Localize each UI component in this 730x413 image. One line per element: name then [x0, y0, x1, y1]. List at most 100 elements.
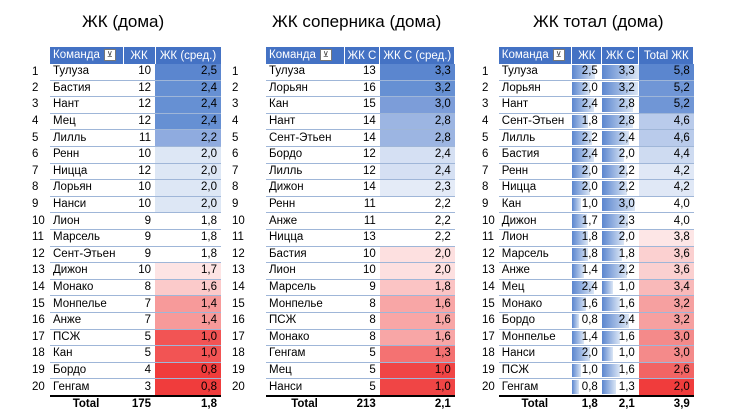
team-name: Тулуза — [498, 64, 572, 81]
team-name: Лорьян — [266, 80, 344, 98]
table-row: 3 Нант 2,4 2,8 5,2 — [480, 96, 694, 114]
team-header[interactable]: Команда ⊻ — [50, 47, 124, 64]
data-bar — [571, 363, 581, 378]
opp-yc-cell: 2,4 — [601, 129, 639, 147]
table-row: 13 Дижон 10 1,7 — [30, 262, 221, 280]
count-cell: 10 — [344, 262, 380, 280]
row-number: 6 — [30, 146, 50, 164]
column-header-opp-yc: ЖК С — [601, 47, 640, 64]
opp-yc-cell: 1,8 — [601, 246, 639, 264]
row-number: 11 — [230, 229, 266, 247]
opp-yc-cell-value: 2,4 — [618, 131, 635, 144]
total-yc-cell: 4,6 — [638, 129, 694, 147]
total-yc-cell: 4,2 — [638, 163, 694, 181]
table-row: 2 Лорьян 16 3,2 — [230, 80, 455, 98]
yc-cell-value: 2,4 — [581, 148, 598, 161]
total-spacer — [30, 395, 50, 413]
row-number: 9 — [230, 196, 266, 213]
table-row: 20 Генгам 3 0,8 — [30, 378, 221, 397]
team-name: Генгам — [498, 378, 572, 397]
column-header-total-yc: Total ЖК — [638, 47, 695, 64]
opp-yc-cell-value: 2,8 — [618, 98, 635, 111]
table-row: 4 Сент-Этьен 1,8 2,8 4,6 — [480, 113, 694, 131]
row-number: 14 — [230, 279, 266, 296]
count-cell: 14 — [344, 129, 380, 147]
count-cell: 13 — [344, 229, 380, 247]
opp-yc-cell-value: 1,6 — [618, 330, 635, 343]
table-row: 1 Тулуза 10 2,5 — [30, 64, 221, 81]
team-name: Нант — [498, 96, 572, 114]
data-bar — [571, 297, 587, 311]
team-header[interactable]: Команда ⊻ — [498, 47, 573, 64]
data-bar — [571, 81, 590, 96]
team-name: Лион — [50, 212, 123, 230]
total-a: 1,8 — [571, 394, 602, 413]
opp-yc-cell: 1,0 — [601, 279, 639, 297]
team-name: ПСЖ — [50, 329, 123, 347]
table-row: 7 Ренн 2,0 2,2 4,2 — [480, 163, 694, 181]
count-cell: 8 — [344, 295, 380, 313]
opp-yc-cell-value: 2,0 — [618, 231, 635, 244]
team-name: Лион — [266, 262, 344, 280]
row-number: 9 — [30, 196, 50, 213]
table-row: 17 Монако 8 1,6 — [230, 329, 455, 347]
filter-icon[interactable]: ⊻ — [552, 49, 565, 62]
opp-yc-cell-value: 2,8 — [618, 115, 635, 128]
filter-icon[interactable]: ⊻ — [103, 49, 116, 62]
opp-yc-cell: 1,6 — [601, 295, 639, 313]
total-b: 1,8 — [155, 394, 221, 413]
row-number: 1 — [480, 64, 499, 81]
table-row: 15 Монако 1,6 1,6 3,2 — [480, 295, 694, 313]
row-number: 7 — [30, 163, 50, 180]
table-row: 11 Ницца 13 2,2 — [230, 229, 455, 247]
team-name: Анже — [266, 212, 344, 230]
opp-yc-cell-value: 1,0 — [618, 281, 635, 294]
yc-cell: 2,5 — [571, 64, 602, 81]
table-row: 12 Бастия 10 2,0 — [230, 246, 455, 264]
table-row: 2 Лорьян 2,0 3,2 5,2 — [480, 80, 694, 98]
team-name: Анже — [498, 262, 572, 280]
team-name: Дижон — [498, 212, 572, 230]
count-cell: 9 — [123, 229, 155, 247]
row-number: 11 — [30, 229, 50, 247]
table-row: 13 Анже 1,4 2,2 3,6 — [480, 262, 694, 280]
yc-cell: 0,8 — [571, 378, 602, 397]
team-name: Кан — [266, 96, 344, 114]
yc-cell: 2,0 — [571, 80, 602, 98]
team-name: Лорьян — [498, 80, 572, 98]
team-name: Дижон — [50, 262, 123, 280]
table-row: 13 Лион 10 2,0 — [230, 262, 455, 280]
total-yc-cell: 3,2 — [638, 312, 694, 330]
yc-cell-value: 2,4 — [581, 281, 598, 294]
count-cell: 5 — [123, 345, 155, 363]
row-number: 2 — [30, 80, 50, 97]
row-number: 5 — [30, 129, 50, 147]
team-header[interactable]: Команда ⊻ — [266, 47, 345, 64]
opp-yc-cell-value: 3,2 — [618, 81, 635, 94]
team-name: Лилль — [50, 129, 123, 147]
opp-yc-cell: 2,8 — [601, 96, 639, 114]
yc-cell: 2,4 — [571, 96, 602, 114]
row-number: 16 — [480, 312, 499, 329]
average-cell: 1,8 — [155, 229, 221, 247]
average-cell: 2,0 — [379, 262, 455, 280]
opp-yc-cell: 1,3 — [601, 378, 639, 397]
count-cell: 11 — [344, 196, 380, 214]
table-row: 9 Нанси 10 2,0 — [30, 196, 221, 214]
total-yc-cell: 3,0 — [638, 345, 694, 363]
opp-yc-cell-value: 2,0 — [618, 148, 635, 161]
row-number: 15 — [230, 295, 266, 313]
row-number: 19 — [480, 362, 499, 379]
average-cell: 2,4 — [379, 146, 455, 164]
count-cell: 12 — [344, 146, 380, 164]
count-cell: 5 — [344, 378, 380, 397]
filter-icon[interactable]: ⊻ — [319, 49, 332, 62]
opp-yc-cell: 1,6 — [601, 329, 639, 347]
data-bar — [601, 264, 627, 278]
home-table: Команда ⊻ ЖК ЖК (сред.) 1 Тулуза 10 2,5 2 Баст… — [30, 47, 222, 413]
average-cell: 1,4 — [155, 295, 221, 313]
table-row: 17 Монпелье 1,4 1,6 3,0 — [480, 329, 694, 347]
opp-yc-cell: 1,6 — [601, 362, 639, 380]
row-number: 13 — [480, 262, 499, 280]
team-name: Бастия — [50, 80, 123, 98]
